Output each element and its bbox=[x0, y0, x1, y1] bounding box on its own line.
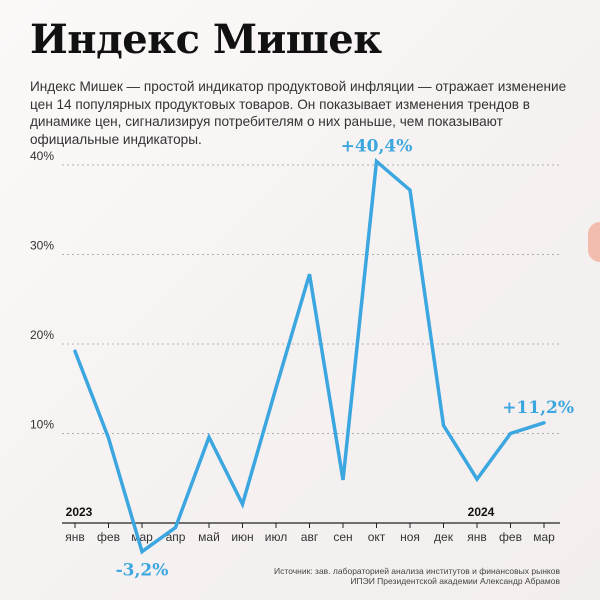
data-point bbox=[409, 189, 412, 192]
x-tick-label: дек bbox=[434, 530, 454, 544]
value-callout: -3,2% bbox=[116, 561, 169, 581]
data-point bbox=[107, 436, 110, 439]
value-callout: +40,4% bbox=[341, 136, 413, 156]
data-point bbox=[241, 503, 244, 506]
x-tick-label: ноя bbox=[400, 530, 420, 544]
x-tick-label: фев bbox=[499, 530, 522, 544]
year-label: 2023 bbox=[66, 505, 93, 519]
y-tick-label: 20% bbox=[30, 328, 54, 342]
data-point bbox=[375, 160, 378, 163]
x-tick-label: янв bbox=[467, 530, 487, 544]
x-tick-label: июл bbox=[265, 530, 287, 544]
x-tick-label: авг bbox=[301, 530, 319, 544]
x-tick-label: май bbox=[198, 530, 220, 544]
x-tick-label: янв bbox=[65, 530, 85, 544]
data-point bbox=[275, 386, 278, 389]
data-point bbox=[174, 526, 177, 529]
value-callout: +11,2% bbox=[502, 398, 574, 418]
data-point bbox=[308, 273, 311, 276]
data-point bbox=[509, 432, 512, 435]
data-point bbox=[543, 421, 546, 424]
data-point bbox=[342, 479, 345, 482]
source-line-2: ИПЭИ Президентской академии Александр Аб… bbox=[350, 576, 560, 586]
data-point bbox=[74, 350, 77, 353]
y-tick-label: 10% bbox=[30, 418, 54, 432]
x-tick-label: сен bbox=[333, 530, 352, 544]
data-point bbox=[141, 550, 144, 553]
y-tick-label: 30% bbox=[30, 239, 54, 253]
edge-decoration bbox=[588, 222, 600, 262]
x-tick-label: окт bbox=[368, 530, 386, 544]
x-tick-label: июн bbox=[231, 530, 253, 544]
x-tick-label: фев bbox=[97, 530, 120, 544]
year-label: 2024 bbox=[468, 505, 495, 519]
data-point bbox=[208, 436, 211, 439]
data-point bbox=[442, 424, 445, 427]
data-point bbox=[476, 478, 479, 481]
x-tick-label: мар bbox=[533, 530, 555, 544]
source-note: Источник: зав. лабораторией анализа инст… bbox=[274, 566, 560, 586]
series-line bbox=[75, 161, 544, 551]
y-tick-label: 40% bbox=[30, 149, 54, 163]
source-line-1: Источник: зав. лабораторией анализа инст… bbox=[274, 566, 560, 576]
